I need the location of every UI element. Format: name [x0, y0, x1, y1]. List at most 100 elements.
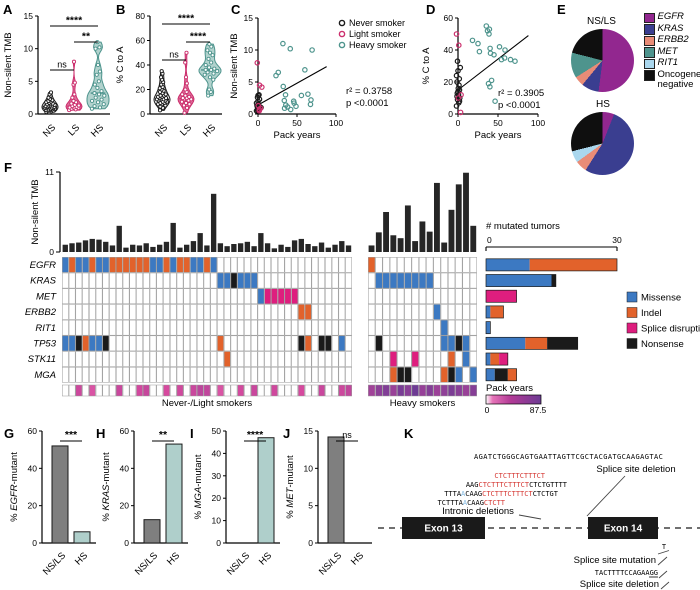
- mutated-tumors-title: # mutated tumors: [486, 221, 560, 232]
- gene-label: KRAS: [30, 276, 57, 287]
- data-point: [486, 31, 492, 37]
- packyears-cell: [469, 384, 477, 397]
- packyears-cell: [264, 384, 272, 397]
- tmb-bar: [217, 243, 224, 252]
- oncoprint-cell: [291, 257, 298, 273]
- oncoprint-cell: [397, 351, 405, 367]
- data-point: [183, 75, 189, 80]
- oncoprint-cell: [418, 319, 427, 336]
- oncoprint-cell: [318, 335, 325, 352]
- data-point: [215, 69, 220, 74]
- oncoprint-cell: [109, 351, 116, 367]
- oncoprint-cell: [122, 288, 130, 305]
- category-label: LS: [178, 122, 194, 138]
- oncoprint-cell: [426, 335, 434, 352]
- legend-swatch: [644, 24, 655, 35]
- packyears-cell: [203, 384, 211, 397]
- data-point: [48, 90, 54, 95]
- oncoprint-cell: [277, 319, 285, 336]
- oncoprint-cell: [183, 335, 191, 352]
- pie-chart-nsls: [571, 29, 634, 92]
- packyears-cell: [183, 384, 191, 397]
- oncoprint-cell: [345, 257, 352, 273]
- y-tick-label: 40: [136, 60, 146, 70]
- bar-kras-mutant: 0 20 40 60 % KRAS-mutant NS/LS HS **: [101, 426, 188, 578]
- oncoprint-cell: [223, 319, 231, 336]
- intronic-deletion-sequence: AAGCTCTTTCTTTCTCTCTGTTTT: [466, 481, 568, 489]
- oncoprint-cell: [284, 366, 292, 383]
- data-point: [76, 103, 81, 108]
- data-point: [102, 93, 107, 98]
- data-point: [305, 91, 311, 97]
- oncoprint-cell: [382, 272, 390, 289]
- packyears-cell: [382, 384, 390, 397]
- oncoprint-cell: [271, 319, 278, 336]
- category-label: HS: [73, 550, 90, 567]
- oncoprint-cell: [75, 288, 83, 305]
- tmb-bar: [210, 193, 217, 252]
- data-point: [255, 92, 261, 99]
- tmb-bar: [89, 238, 95, 252]
- oncoprint-cell: [149, 288, 157, 305]
- data-point: [275, 69, 282, 76]
- oncoprint-cell: [62, 272, 69, 289]
- oncoprint-cell: [298, 319, 305, 336]
- oncoprint-cell: [304, 304, 312, 320]
- legend-entry: EGFR: [644, 11, 700, 23]
- mutation-legend-swatch: [626, 307, 638, 318]
- oncoprint-cell: [250, 272, 258, 289]
- colorbar-min: 0: [485, 405, 490, 415]
- oncoprint-cell: [426, 272, 434, 289]
- tmb-bar: [455, 184, 462, 252]
- oncoprint-cell: [237, 366, 245, 383]
- data-point: [455, 85, 462, 92]
- oncoprint-cell: [298, 257, 305, 273]
- oncoprint-cell: [149, 351, 157, 367]
- oncoprint-cell: [338, 257, 346, 273]
- gene-label: RIT1: [35, 323, 56, 334]
- oncoprint-cell: [382, 319, 390, 336]
- oncoprint-cell: [271, 288, 278, 305]
- data-point: [179, 99, 184, 104]
- oncoprint-cell: [397, 335, 405, 352]
- oncoprint-cell: [304, 257, 312, 273]
- oncoprint-cell: [284, 288, 292, 305]
- data-point: [512, 58, 518, 65]
- data-point: [281, 97, 288, 104]
- data-point: [183, 87, 188, 92]
- oncoprint-cell: [244, 366, 251, 383]
- axis-tick-label: 30: [612, 235, 622, 245]
- oncoprint-cell: [116, 257, 123, 273]
- oncoprint-cell: [284, 272, 292, 289]
- data-point: [457, 109, 464, 116]
- tmb-bar: [76, 242, 82, 252]
- oncoprint-cell: [183, 304, 191, 320]
- packyears-cell: [149, 384, 157, 397]
- oncoprint-cell: [223, 304, 231, 320]
- packyears-cell: [389, 384, 398, 397]
- data-point: [207, 65, 212, 70]
- mutation-count-segment: [486, 321, 491, 334]
- oncoprint-cell: [82, 257, 89, 273]
- met-exon14-diagram: AGATCTGGGCAGTGAATTAGTTCGCTACGATGCAAGAGTA…: [378, 453, 700, 590]
- mutation-count-segment: [507, 368, 517, 381]
- oncoprint-cell: [210, 366, 218, 383]
- oncoprint-cell: [244, 335, 251, 352]
- tmb-y-tick-label: 0: [49, 247, 54, 257]
- packyears-cell: [368, 384, 376, 397]
- oncoprint-cell: [196, 257, 204, 273]
- oncoprint-cell: [116, 335, 123, 352]
- oncoprint-cell: [277, 272, 285, 289]
- y-axis-title: % EGFR-mutant: [9, 452, 20, 522]
- oncoprint-cell: [163, 319, 170, 336]
- y-tick-label: 20: [28, 501, 38, 511]
- data-point: [96, 92, 102, 97]
- oncoprint-cell: [223, 272, 231, 289]
- oncoprint-cell: [75, 319, 83, 336]
- scatter-ctoa-packyears: 0 20 40 60 0 50 100 Pack years % C to A r² = 0.39…: [421, 13, 545, 141]
- tmb-bar: [318, 242, 325, 252]
- oncoprint-cell: [149, 366, 157, 383]
- data-point: [158, 75, 164, 80]
- oncoprint-cell: [455, 288, 463, 305]
- oncoprint-cell: [149, 319, 157, 336]
